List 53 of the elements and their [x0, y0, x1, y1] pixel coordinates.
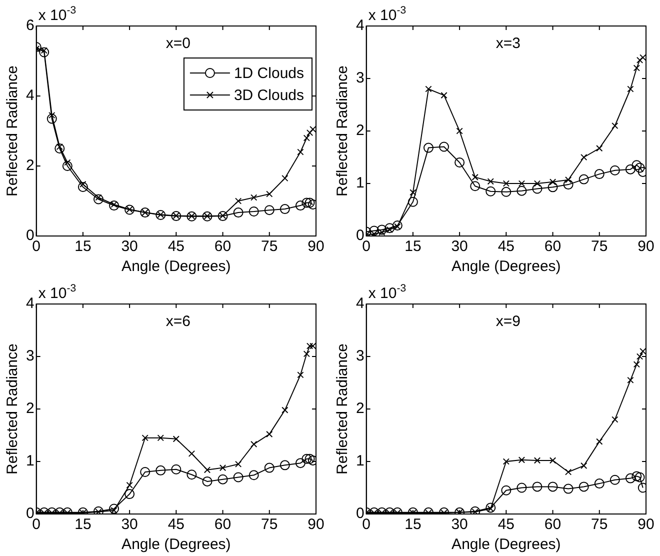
x-tick-label: 45 [498, 516, 515, 534]
x-tick-label: 45 [498, 238, 515, 256]
y-tick-label: 4 [356, 295, 364, 312]
x-tick-label: 60 [544, 516, 562, 534]
y-tick-label: 4 [26, 295, 34, 312]
x-tick-label: 90 [308, 516, 324, 534]
x-tick-label: 15 [404, 516, 422, 534]
y-axis-title: Reflected Radiance [334, 66, 352, 196]
y-tick-label: 3 [26, 348, 34, 365]
x-axis-title: Angle (Degrees) [452, 536, 561, 554]
x-axis-title: Angle (Degrees) [122, 536, 231, 554]
x-tick-label: 90 [638, 516, 654, 534]
y-axis-title: Reflected Radiance [4, 66, 22, 196]
annotation: x=3 [496, 35, 520, 52]
x-tick-label: 75 [591, 516, 608, 534]
x-tick-label: 75 [261, 238, 278, 256]
y-tick-label: 3 [356, 348, 364, 365]
legend-label: 1D Clouds [234, 65, 304, 82]
annotation: x=6 [166, 313, 190, 330]
y-tick-label: 2 [26, 157, 34, 174]
x-tick-label: 45 [168, 238, 185, 256]
x-tick-label: 60 [214, 516, 232, 534]
y-tick-label: 1 [26, 452, 34, 470]
annotation: x=9 [496, 313, 520, 330]
y-tick-label: 2 [26, 400, 34, 418]
y-tick-label: 4 [26, 87, 34, 104]
x-tick-label: 15 [404, 238, 422, 256]
x-axis-title: Angle (Degrees) [122, 258, 231, 276]
x-tick-label: 30 [451, 516, 468, 534]
legend-label: 3D Clouds [234, 87, 304, 104]
y-axis-title: Reflected Radiance [334, 344, 352, 474]
annotation: x=0 [166, 35, 190, 52]
x-tick-label: 75 [261, 516, 278, 534]
y-tick-label: 1 [356, 452, 364, 470]
y-tick-label: 3 [356, 70, 364, 87]
y-tick-label: 2 [356, 400, 364, 418]
x-tick-label: 15 [74, 238, 92, 256]
x-tick-label: 30 [121, 238, 138, 256]
y-tick-label: 1 [356, 174, 364, 192]
y-tick-label: 2 [356, 122, 364, 140]
x-tick-label: 15 [74, 516, 92, 534]
x-tick-label: 90 [638, 238, 654, 256]
x-tick-label: 30 [121, 516, 138, 534]
x-tick-label: 75 [591, 238, 608, 256]
x-tick-label: 45 [168, 516, 185, 534]
x-tick-label: 60 [544, 238, 562, 256]
x-tick-label: 60 [214, 238, 232, 256]
x-tick-label: 90 [308, 238, 324, 256]
y-tick-label: 6 [26, 17, 34, 34]
x-axis-title: Angle (Degrees) [452, 258, 561, 276]
y-axis-title: Reflected Radiance [4, 344, 22, 474]
y-tick-label: 4 [356, 17, 364, 34]
x-tick-label: 30 [451, 238, 468, 256]
